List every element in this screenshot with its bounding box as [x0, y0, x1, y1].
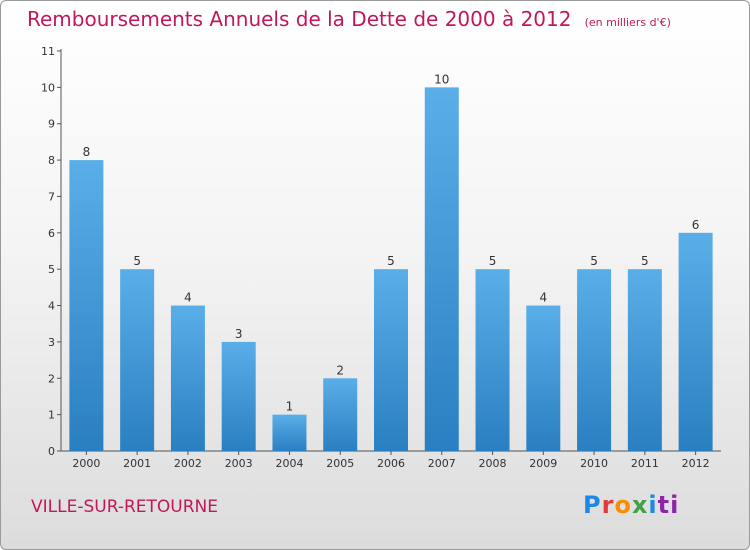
bar: [374, 269, 408, 451]
bar-value-label: 2: [336, 363, 344, 377]
y-tick-label: 8: [48, 154, 55, 167]
bar-value-label: 5: [590, 254, 598, 268]
y-tick-label: 1: [48, 409, 55, 422]
x-tick-label: 2005: [326, 457, 354, 470]
x-tick-label: 2007: [428, 457, 456, 470]
bar: [577, 269, 612, 451]
bar-value-label: 5: [387, 254, 395, 268]
chart-title-unit: (en milliers d'€): [584, 16, 671, 29]
bar: [678, 232, 713, 451]
bar-value-label: 8: [83, 145, 91, 159]
bar: [627, 269, 662, 451]
x-tick-label: 2006: [377, 457, 405, 470]
y-tick-label: 4: [48, 300, 55, 313]
proxiti-logo: Proxiti: [583, 491, 679, 519]
bar-value-label: 5: [133, 254, 141, 268]
bar: [120, 269, 155, 451]
bar-value-label: 4: [539, 291, 547, 305]
x-tick-label: 2002: [174, 457, 202, 470]
bar: [221, 341, 256, 451]
logo-letter: i: [648, 491, 658, 519]
x-tick-label: 2001: [123, 457, 151, 470]
logo-letter: P: [583, 491, 602, 519]
x-tick-label: 2012: [682, 457, 710, 470]
bar-value-label: 5: [641, 254, 649, 268]
bar: [475, 269, 510, 451]
y-tick-label: 5: [48, 263, 55, 276]
logo-letter: o: [614, 491, 632, 519]
y-tick-label: 3: [48, 336, 55, 349]
bar-value-label: 10: [434, 72, 449, 86]
bar: [272, 414, 307, 451]
bar-value-label: 4: [184, 291, 192, 305]
commune-name: VILLE-SUR-RETOURNE: [31, 497, 218, 517]
x-tick-label: 2011: [631, 457, 659, 470]
bar: [170, 305, 205, 451]
bar: [526, 305, 561, 451]
y-tick-label: 11: [41, 45, 55, 58]
y-tick-label: 2: [48, 372, 55, 385]
y-tick-label: 10: [41, 81, 55, 94]
y-tick-label: 9: [48, 118, 55, 131]
bar: [69, 160, 104, 451]
x-tick-label: 2003: [225, 457, 253, 470]
bar-value-label: 5: [489, 254, 497, 268]
x-tick-label: 2009: [529, 457, 557, 470]
chart-title: Remboursements Annuels de la Dette de 20…: [27, 7, 671, 31]
logo-letter: r: [601, 491, 615, 519]
y-tick-label: 6: [48, 227, 55, 240]
bar: [323, 378, 358, 451]
x-tick-label: 2004: [275, 457, 303, 470]
y-tick-label: 7: [48, 190, 55, 203]
bar-value-label: 6: [692, 218, 700, 232]
x-tick-label: 2010: [580, 457, 608, 470]
x-tick-label: 2008: [479, 457, 507, 470]
bar: [424, 87, 459, 451]
y-tick-label: 0: [48, 445, 55, 458]
x-tick-label: 2000: [72, 457, 100, 470]
bar-value-label: 1: [286, 400, 294, 414]
bar-value-label: 3: [235, 327, 243, 341]
logo-letter: ti: [657, 491, 680, 519]
chart-title-main: Remboursements Annuels de la Dette de 20…: [27, 7, 572, 31]
logo-letter: x: [631, 491, 649, 519]
